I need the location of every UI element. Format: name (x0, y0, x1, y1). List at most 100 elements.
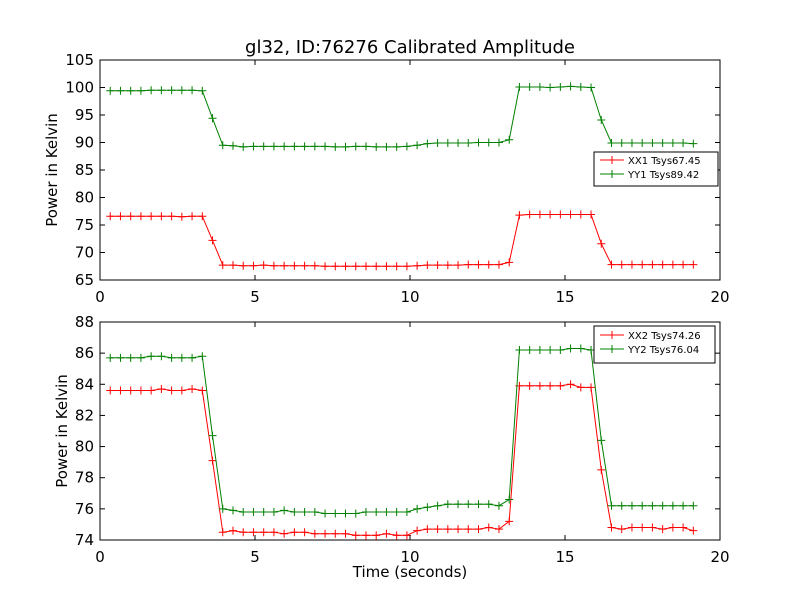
series-markers-1 (106, 380, 698, 540)
legend-label-1: XX2 Tsys74.26 (628, 331, 701, 342)
data-point (494, 525, 503, 534)
data-point (413, 261, 422, 270)
data-point (177, 353, 186, 362)
data-point (116, 386, 125, 395)
y-tick-label: 82 (75, 406, 94, 424)
data-point (249, 142, 258, 151)
data-point (157, 384, 166, 393)
series-markers-2 (106, 344, 698, 518)
legend-marker-2 (608, 345, 616, 353)
legend-box (593, 325, 716, 364)
data-point (505, 258, 514, 267)
data-point (658, 525, 667, 534)
data-point (679, 501, 688, 510)
data-point (525, 82, 534, 91)
legend: XX1 Tsys67.45 YY1 Tsys89.42 (593, 151, 719, 187)
data-point (290, 142, 299, 151)
data-point (331, 142, 340, 151)
data-point (535, 82, 544, 91)
data-point (239, 507, 248, 516)
data-point (546, 346, 555, 355)
data-point (310, 261, 319, 270)
data-point (208, 456, 217, 465)
data-point (382, 262, 391, 271)
data-point (627, 501, 636, 510)
y-tick-label: 78 (75, 469, 94, 487)
data-point (546, 381, 555, 390)
data-point (290, 507, 299, 516)
legend-label-1: XX1 Tsys67.45 (628, 156, 701, 167)
y-tick-label: 76 (75, 500, 94, 518)
data-point (648, 139, 657, 148)
data-point (597, 465, 606, 474)
data-point (300, 142, 309, 151)
data-point (167, 86, 176, 95)
data-point (494, 501, 503, 510)
data-point (218, 504, 227, 513)
data-point (587, 83, 596, 92)
data-point (668, 501, 677, 510)
data-point (116, 86, 125, 95)
data-point (249, 261, 258, 270)
data-point (290, 528, 299, 537)
data-point (382, 507, 391, 516)
x-tick-label: 5 (250, 548, 260, 566)
data-point (116, 353, 125, 362)
data-point (648, 260, 657, 269)
data-point (259, 528, 268, 537)
legend-marker-1 (608, 156, 616, 164)
data-point (198, 86, 207, 95)
data-point (331, 262, 340, 271)
top-amplitude-chart: 0 5 10 15 20 65 70 75 80 85 90 95 100 105 Power in Kel… (43, 51, 730, 306)
data-point (228, 261, 237, 270)
data-point (228, 141, 237, 150)
data-point (607, 523, 616, 532)
y-tick-label: 88 (75, 313, 94, 331)
data-point (617, 260, 626, 269)
x-tick-label: 10 (400, 548, 419, 566)
data-point (464, 260, 473, 269)
data-point (617, 139, 626, 148)
data-point (239, 528, 248, 537)
data-point (443, 261, 452, 270)
data-point (331, 509, 340, 518)
data-point (689, 260, 698, 269)
legend-label-2: YY2 Tsys76.04 (627, 345, 699, 356)
data-point (280, 506, 289, 515)
legend-label-2: YY1 Tsys89.42 (627, 170, 699, 181)
data-point (136, 86, 145, 95)
data-point (546, 83, 555, 92)
data-point (535, 346, 544, 355)
data-point (454, 261, 463, 270)
data-point (392, 531, 401, 540)
x-tick-label: 0 (95, 288, 105, 306)
data-point (116, 212, 125, 221)
data-point (361, 262, 370, 271)
data-point (443, 500, 452, 509)
data-point (443, 139, 452, 148)
data-point (106, 212, 115, 221)
y-tick-label: 75 (75, 216, 94, 234)
legend: XX2 Tsys74.26 YY2 Tsys76.04 (593, 325, 716, 364)
y-tick-label: 65 (75, 271, 94, 289)
data-point (454, 139, 463, 148)
data-point (351, 142, 360, 151)
data-point (402, 507, 411, 516)
data-point (484, 523, 493, 532)
data-point (556, 381, 565, 390)
y-tick-label: 86 (75, 344, 94, 362)
data-point (310, 507, 319, 516)
data-point (188, 86, 197, 95)
data-point (474, 138, 483, 147)
data-point (208, 236, 217, 245)
data-point (525, 381, 534, 390)
data-point (627, 523, 636, 532)
data-point (106, 86, 115, 95)
y-axis-label: Power in Kelvin (43, 113, 61, 227)
data-point (413, 141, 422, 150)
data-point (147, 386, 156, 395)
data-point (689, 526, 698, 535)
data-point (249, 528, 258, 537)
data-point (505, 495, 514, 504)
